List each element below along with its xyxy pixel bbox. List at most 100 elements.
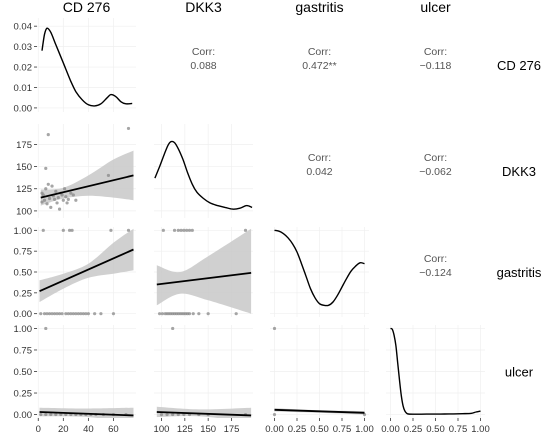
column-header: DKK3 (185, 0, 222, 15)
data-point (171, 412, 175, 417)
y-tick-label: 100 (16, 206, 32, 217)
data-point (45, 312, 49, 316)
data-point (362, 412, 367, 417)
data-point (70, 228, 74, 232)
y-tick-label: 0.75 (14, 247, 33, 258)
data-point (79, 312, 83, 316)
data-point (41, 228, 45, 232)
y-tick-label: 0.25 (14, 288, 33, 299)
data-point (66, 312, 70, 316)
y-tick-label: 150 (16, 162, 32, 173)
y-tick-label: 125 (16, 184, 32, 195)
data-point (74, 198, 78, 202)
y-tick-label: 0.03 (14, 42, 33, 53)
row-label: gastritis (497, 265, 542, 280)
data-point (109, 228, 113, 232)
y-tick-label: 0.02 (14, 63, 33, 74)
data-point (54, 412, 58, 417)
scatter-panel (40, 126, 134, 211)
panel-content (156, 326, 252, 418)
data-point (44, 412, 48, 417)
data-point (159, 412, 164, 417)
panel-r2-c2 (270, 227, 369, 317)
confidence-band (156, 228, 252, 314)
data-point (66, 197, 70, 201)
data-point (71, 193, 75, 197)
data-point (50, 312, 54, 316)
corr-value: 0.088 (190, 60, 216, 72)
row-label: DKK3 (502, 164, 536, 179)
panel-r3-c1 (154, 325, 253, 418)
corr-label: Corr: (424, 253, 447, 265)
density-curve-3 (390, 327, 481, 415)
data-point (93, 312, 97, 316)
scatter-panel (39, 228, 134, 316)
data-point (67, 228, 72, 232)
data-point (234, 312, 238, 316)
x-tick-label: 40 (83, 424, 94, 435)
scatter-panel (272, 326, 367, 417)
x-tick-label: 0.75 (333, 424, 352, 435)
panel-r0-c0 (37, 18, 136, 112)
data-point (76, 312, 80, 316)
data-point (165, 412, 169, 417)
confidence-band (39, 228, 134, 302)
data-point (60, 312, 64, 316)
data-point (106, 173, 111, 178)
fit-line (156, 411, 252, 417)
data-point (52, 197, 57, 201)
data-point (187, 228, 192, 232)
data-point (272, 326, 277, 331)
corr-value: −0.062 (419, 166, 452, 178)
data-point (57, 312, 62, 316)
corr-value: −0.118 (420, 60, 452, 72)
density-curve-2 (274, 229, 365, 307)
x-tick-label: 175 (224, 424, 240, 435)
row-label: ulcer (505, 365, 534, 380)
corr-value: 0.042 (306, 166, 332, 178)
corr-label: Corr: (424, 152, 447, 164)
corr-label: Corr: (424, 46, 447, 58)
data-point (57, 207, 62, 211)
corr-label: Corr: (308, 152, 331, 164)
data-point (243, 228, 248, 232)
data-point (86, 312, 90, 316)
data-point (44, 166, 48, 170)
data-point (49, 205, 53, 209)
panel-r1-c1 (154, 124, 253, 218)
y-tick-label: 1.00 (14, 324, 33, 335)
fit-line (274, 408, 365, 414)
x-tick-label: 0.75 (449, 424, 468, 435)
data-point (206, 312, 210, 316)
x-tick-label: 0 (36, 424, 41, 435)
y-tick-label: 0.25 (14, 389, 33, 400)
data-point (55, 201, 59, 205)
data-point (62, 187, 67, 191)
panel-content (39, 326, 134, 418)
data-point (59, 412, 63, 417)
data-point (50, 184, 54, 188)
data-point (44, 187, 48, 191)
data-point (42, 312, 47, 316)
y-tick-label: 0.00 (14, 309, 33, 320)
data-point (61, 198, 65, 202)
corr-value: 0.472** (302, 60, 336, 72)
data-point (47, 196, 52, 201)
corr-value: −0.124 (419, 267, 452, 279)
y-tick-label: 0.00 (14, 103, 33, 114)
data-point (158, 312, 162, 316)
y-tick-label: 0.50 (14, 268, 33, 279)
y-tick-label: 1.00 (14, 226, 33, 237)
panel-r3-c0 (37, 325, 136, 418)
column-header: CD 276 (63, 0, 111, 15)
fit-line (40, 174, 134, 199)
fit-line (39, 411, 134, 417)
data-point (190, 228, 194, 232)
data-point (272, 412, 277, 417)
y-tick-label: 0.01 (14, 83, 33, 94)
data-point (65, 201, 69, 205)
data-point (42, 198, 47, 202)
data-point (44, 326, 48, 331)
data-point (171, 326, 175, 331)
data-point (39, 312, 43, 316)
